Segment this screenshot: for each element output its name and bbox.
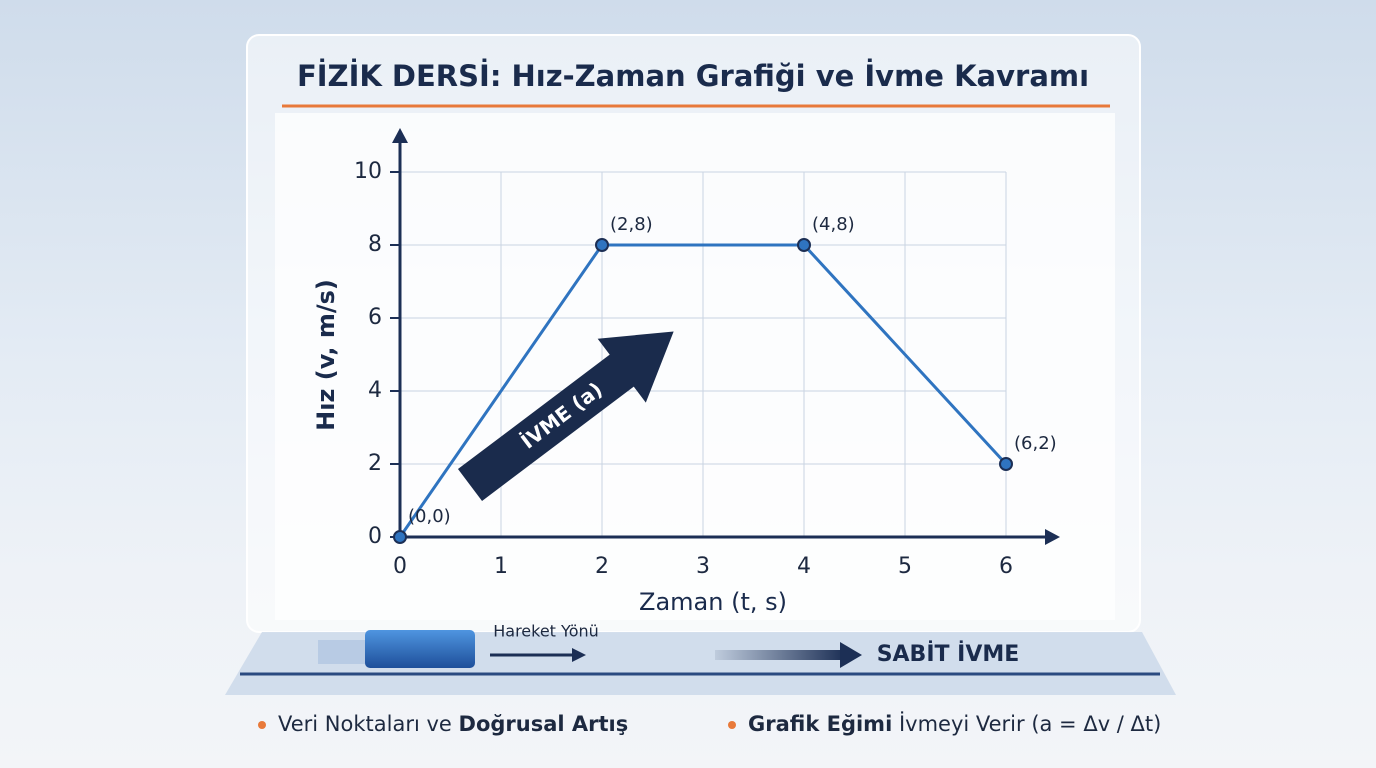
data-point — [999, 457, 1013, 471]
x-tick-label: 0 — [393, 554, 407, 579]
footer-text: İvmeyi Verir (a = Δv / Δt) — [898, 712, 1162, 736]
y-tick-label: 6 — [368, 305, 382, 330]
data-point — [797, 238, 811, 252]
x-axis-label: Zaman (t, s) — [639, 588, 787, 616]
data-line — [398, 243, 1008, 538]
block — [365, 630, 475, 668]
y-tick-label: 8 — [368, 232, 382, 257]
motion-blur — [318, 640, 368, 664]
x-tick-label: 4 — [797, 554, 811, 579]
x-tick-label: 1 — [494, 554, 508, 579]
footer-right: Grafik Eğimi İvmeyi Verir (a = Δv / Δt) — [728, 712, 1161, 736]
chart-title: FİZİK DERSİ: Hız-Zaman Grafiği ve İvme K… — [297, 59, 1089, 93]
point-label: (0,0) — [408, 506, 451, 527]
point-label: (2,8) — [610, 214, 653, 235]
constant-label: SABİT İVME — [877, 641, 1020, 667]
x-tick-label: 5 — [898, 554, 912, 579]
data-point — [595, 238, 609, 252]
y-tick-label: 2 — [368, 451, 382, 476]
y-axis-label: Hız (v, m/s) — [312, 279, 340, 431]
x-axis-arrow — [1045, 529, 1060, 545]
constant-arrow — [715, 650, 845, 660]
data-point — [393, 530, 407, 544]
y-tick-label: 4 — [368, 378, 382, 403]
plot: 0 1 2 3 4 5 6 0 2 4 6 8 10 Zaman (t, s) Hız (v, m/s) (0… — [312, 128, 1060, 616]
motion-arrow-head — [572, 648, 586, 662]
footer-bold: Grafik Eğimi — [748, 712, 893, 736]
footer-bold: Doğrusal Artış — [458, 712, 629, 736]
point-label: (6,2) — [1014, 433, 1057, 454]
constant-arrow-head — [840, 642, 862, 668]
y-tick-label: 10 — [354, 159, 382, 184]
point-label: (4,8) — [812, 214, 855, 235]
y-tick-label: 0 — [368, 524, 382, 549]
y-axis-arrow — [392, 128, 408, 143]
footer-left: Veri Noktaları ve Doğrusal Artış — [258, 712, 628, 736]
motion-label: Hareket Yönü — [493, 622, 599, 641]
footer-text: Veri Noktaları ve — [278, 712, 452, 736]
x-tick-label: 2 — [595, 554, 609, 579]
x-tick-label: 3 — [696, 554, 710, 579]
x-tick-label: 6 — [999, 554, 1013, 579]
accel-arrow-shape — [457, 331, 674, 501]
